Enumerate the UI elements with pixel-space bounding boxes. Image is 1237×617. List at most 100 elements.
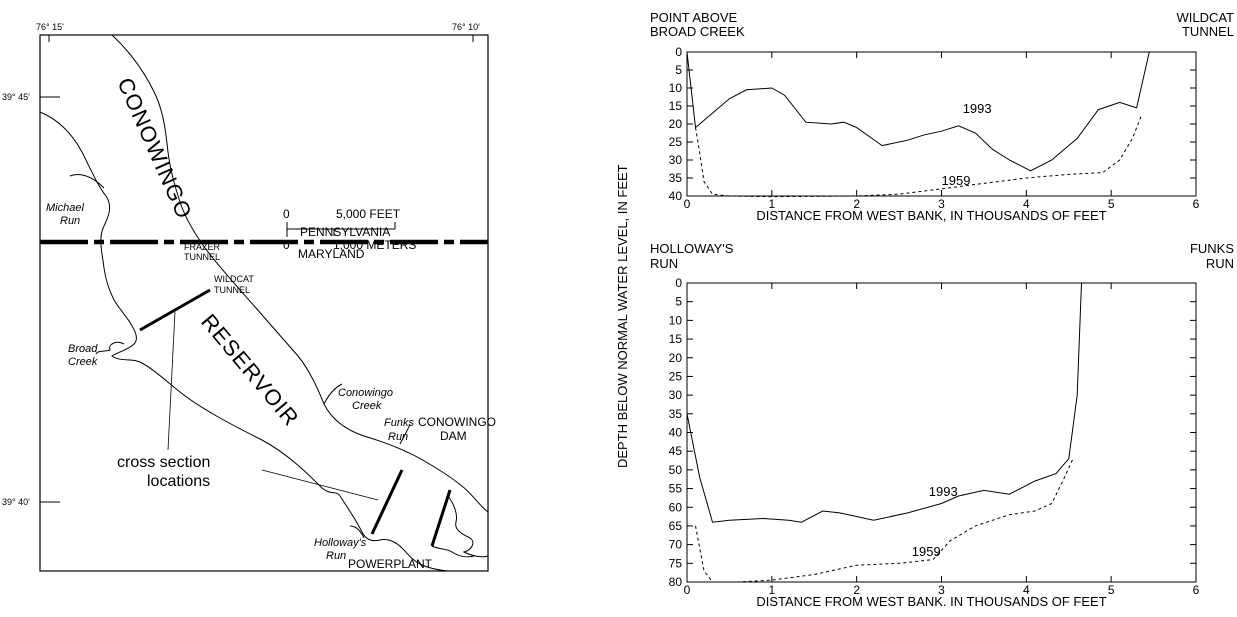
y-tick-label: 40 <box>669 426 683 440</box>
x-tick-label: 6 <box>1193 583 1200 597</box>
series-line-1959 <box>695 116 1142 198</box>
scale-zero-meters: 0 <box>283 238 290 252</box>
left-end-label: HOLLOWAY'S <box>650 241 734 256</box>
y-tick-label: 20 <box>669 351 683 365</box>
right-end-label: FUNKS <box>1190 241 1234 256</box>
map-frame <box>39 34 489 572</box>
conowingo-creek-label-1: Conowingo <box>338 387 393 399</box>
funks-run-label-1: Funks <box>384 417 414 429</box>
series-line-1993 <box>686 51 1150 172</box>
leader-line-lower <box>261 469 379 501</box>
west-shoreline <box>39 111 449 572</box>
reservoir-water-label: RESERVOIR <box>196 309 304 431</box>
x-axis-label: DISTANCE FROM WEST BANK, IN THOUSANDS OF… <box>756 208 1106 223</box>
x-tick-label: 3 <box>938 197 945 211</box>
y-tick-label: 40 <box>669 189 683 203</box>
frazer-tunnel-label-1: FRAZER <box>184 242 221 252</box>
y-tick-label: 75 <box>669 556 683 570</box>
x-tick-label: 1 <box>768 583 775 597</box>
cross-section-upper <box>139 288 211 332</box>
series-label-1993: 1993 <box>929 484 958 499</box>
plot-frame <box>686 282 1197 583</box>
maryland-label: MARYLAND <box>298 247 365 261</box>
y-tick-label: 0 <box>675 45 682 59</box>
location-map: 76° 15' 76° 10' 39° 45' 39° 40' PENNSYLV… <box>2 22 496 572</box>
y-tick-label: 5 <box>675 295 682 309</box>
series-line-1993 <box>686 282 1082 523</box>
y-tick-label: 35 <box>669 407 683 421</box>
scale-feet-label: 5,000 FEET <box>336 207 401 221</box>
y-tick-label: 65 <box>669 519 683 533</box>
x-axis-label: DISTANCE FROM WEST BANK. IN THOUSANDS OF… <box>756 594 1106 609</box>
y-tick-label: 5 <box>675 63 682 77</box>
x-tick-label: 4 <box>1023 583 1030 597</box>
conowingo-dam-label-2: DAM <box>440 429 467 443</box>
x-tick-label: 1 <box>768 197 775 211</box>
wildcat-tunnel-label-1: WILDCAT <box>214 274 254 284</box>
y-tick-label: 25 <box>669 135 683 149</box>
michael-run-creek <box>69 174 105 189</box>
holloways-run-label-2: Run <box>326 550 346 562</box>
y-tick-label: 0 <box>675 276 682 290</box>
lon-label-west: 76° 15' <box>36 22 64 32</box>
x-tick-label: 0 <box>684 583 691 597</box>
x-tick-label: 5 <box>1108 197 1115 211</box>
scale-zero-feet: 0 <box>283 207 290 221</box>
y-tick-label: 60 <box>669 500 683 514</box>
michael-run-label-1: Michael <box>46 202 84 214</box>
y-tick-label: 55 <box>669 482 683 496</box>
holloways-run-label-1: Holloway's <box>314 537 367 549</box>
powerplant-shore <box>431 545 475 558</box>
conowingo-dam-label-1: CONOWINGO <box>418 415 496 429</box>
east-shoreline <box>111 34 489 513</box>
y-tick-label: 30 <box>669 153 683 167</box>
x-tick-label: 0 <box>684 197 691 211</box>
x-tick-label: 2 <box>853 197 860 211</box>
y-tick-label: 45 <box>669 444 683 458</box>
series-line-1959 <box>695 458 1074 583</box>
cross-section-label-2: locations <box>147 473 210 490</box>
broad-creek-label-1: Broad <box>68 343 98 355</box>
funks-run-creek <box>399 423 411 445</box>
conowingo-creek-label-2: Creek <box>352 400 382 412</box>
y-tick-label: 15 <box>669 332 683 346</box>
x-tick-label: 5 <box>1108 583 1115 597</box>
series-label-1993: 1993 <box>963 101 992 116</box>
y-tick-label: 20 <box>669 117 683 131</box>
y-tick-label: 80 <box>669 575 683 589</box>
powerplant-label: POWERPLANT <box>348 557 433 571</box>
wildcat-tunnel-label-2: TUNNEL <box>214 285 250 295</box>
y-tick-label: 10 <box>669 313 683 327</box>
series-label-1959: 1959 <box>942 173 971 188</box>
right-end-label: RUN <box>1206 256 1234 271</box>
funks-run-label-2: Run <box>388 431 408 443</box>
lat-label-south: 39° 40' <box>2 497 30 507</box>
scale-meters-label: 1,000 METERS <box>333 238 416 252</box>
y-tick-label: 35 <box>669 171 683 185</box>
cross-section-funks <box>370 469 404 535</box>
scale-bar: 0 5,000 FEET 0 1,000 METERS <box>283 207 416 252</box>
conowingo-creek-stream <box>323 383 343 405</box>
y-tick-label: 30 <box>669 388 683 402</box>
y-tick-label: 25 <box>669 369 683 383</box>
pennsylvania-label: PENNSYLVANIA <box>300 225 390 239</box>
frazer-tunnel-label-2: TUNNEL <box>184 252 220 262</box>
cross-section-label-1: cross section <box>117 454 210 471</box>
broad-creek-inlet <box>95 341 125 355</box>
holloways-run-inlet <box>349 525 365 539</box>
broad-creek-label-2: Creek <box>68 356 98 368</box>
y-tick-label: 10 <box>669 81 683 95</box>
left-end-label: POINT ABOVE <box>650 10 738 25</box>
x-tick-label: 6 <box>1193 197 1200 211</box>
x-tick-label: 4 <box>1023 197 1030 211</box>
x-tick-label: 3 <box>938 583 945 597</box>
x-tick-label: 2 <box>853 583 860 597</box>
y-tick-label: 15 <box>669 99 683 113</box>
y-axis-title: DEPTH BELOW NORMAL WATER LEVEL, IN FEET <box>615 164 630 468</box>
y-tick-label: 50 <box>669 463 683 477</box>
conowingo-water-label: CONOWINGO <box>112 74 197 223</box>
leader-line-upper <box>167 311 176 451</box>
right-end-label: TUNNEL <box>1182 24 1234 39</box>
